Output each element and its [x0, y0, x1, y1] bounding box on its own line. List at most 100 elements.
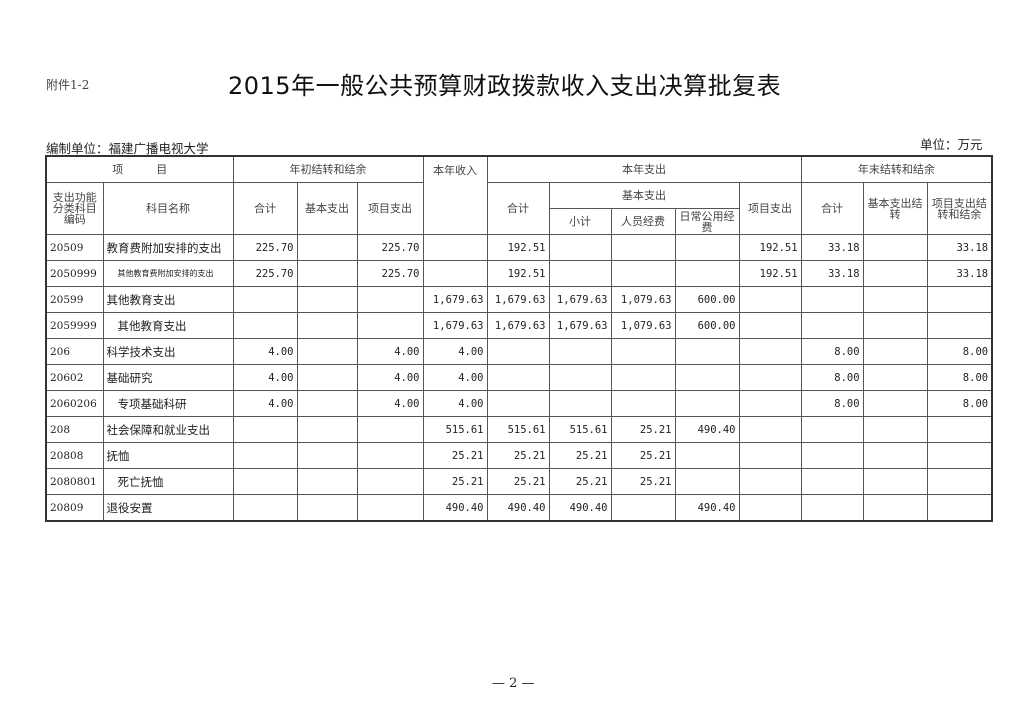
cell-name: 科学技术支出: [102, 338, 234, 365]
cell-value: [356, 442, 424, 469]
cell-value: [862, 468, 928, 495]
cell-value: [356, 286, 424, 313]
cell-value: [486, 338, 550, 365]
cell-value: 4.00: [356, 338, 424, 365]
header-personnel: 人员经费: [610, 208, 676, 235]
cell-value: [800, 494, 864, 522]
cell-value: 515.61: [422, 416, 488, 443]
cell-value: 8.00: [800, 338, 864, 365]
cell-value: 1,679.63: [486, 312, 550, 339]
table-row: 20599 其他教育支出 1,679.63 1,679.63 1,679.63 1,079…: [45, 286, 993, 313]
cell-value: 8.00: [800, 390, 864, 417]
cell-value: 4.00: [232, 364, 298, 391]
cell-value: [232, 442, 298, 469]
cell-value: [862, 260, 928, 287]
cell-value: 8.00: [926, 390, 993, 417]
cell-value: [674, 442, 740, 469]
cell-value: [296, 494, 358, 522]
cell-value: 33.18: [926, 260, 993, 287]
cell-value: 1,079.63: [610, 312, 676, 339]
cell-value: [862, 442, 928, 469]
cell-value: 8.00: [800, 364, 864, 391]
cell-value: 1,679.63: [422, 312, 488, 339]
cell-code: 20602: [45, 364, 104, 391]
table-row: 20808 抚恤 25.21 25.21 25.21 25.21: [45, 442, 993, 469]
cell-value: 1,079.63: [610, 286, 676, 313]
cell-value: 4.00: [356, 364, 424, 391]
cell-value: 1,679.63: [422, 286, 488, 313]
cell-value: [422, 234, 488, 261]
header-expense-basic: 基本支出: [548, 182, 740, 209]
cell-value: [610, 390, 676, 417]
cell-value: 4.00: [232, 338, 298, 365]
cell-value: [232, 468, 298, 495]
cell-value: [738, 286, 802, 313]
cell-value: 4.00: [232, 390, 298, 417]
cell-code: 2080801: [45, 468, 104, 495]
cell-value: [232, 494, 298, 522]
cell-value: [800, 442, 864, 469]
page-number: — 2 —: [492, 676, 535, 691]
cell-value: 25.21: [610, 442, 676, 469]
cell-value: [486, 364, 550, 391]
budget-table: 项 目年初结转和结余 本年收入 本年支出 年末结转和结余 支出功能分类科目编码 科目名称…: [45, 155, 994, 522]
cell-name: 其他教育支出: [102, 286, 234, 313]
header-opening-total: 合计: [232, 182, 298, 235]
table-row: 2060206 专项基础科研 4.00 4.00 4.00 8.00 8.00: [45, 390, 993, 417]
cell-name: 抚恤: [102, 442, 234, 469]
cell-value: [486, 390, 550, 417]
cell-value: [862, 338, 928, 365]
cell-value: [610, 260, 676, 287]
cell-code: 2059999: [45, 312, 104, 339]
cell-value: [926, 494, 993, 522]
table-row: 208 社会保障和就业支出 515.61 515.61 515.61 25.21 490.4…: [45, 416, 993, 443]
cell-name: 专项基础科研: [102, 390, 234, 417]
header-closing: 年末结转和结余: [800, 155, 993, 183]
cell-value: [296, 286, 358, 313]
cell-value: 33.18: [926, 234, 993, 261]
header-closing-basic: 基本支出结转: [862, 182, 928, 235]
cell-value: [548, 234, 612, 261]
cell-value: 600.00: [674, 286, 740, 313]
cell-value: 192.51: [738, 234, 802, 261]
header-subtotal: 小计: [548, 208, 612, 235]
header-opening-basic: 基本支出: [296, 182, 358, 235]
cell-value: [738, 468, 802, 495]
cell-value: [800, 468, 864, 495]
cell-value: 515.61: [486, 416, 550, 443]
cell-value: [674, 390, 740, 417]
cell-value: 490.40: [422, 494, 488, 522]
cell-value: [296, 364, 358, 391]
cell-value: 490.40: [548, 494, 612, 522]
cell-value: [356, 416, 424, 443]
cell-name: 社会保障和就业支出: [102, 416, 234, 443]
cell-value: 25.21: [610, 416, 676, 443]
cell-value: [862, 312, 928, 339]
cell-value: [926, 312, 993, 339]
table-row: 20809 退役安置 490.40 490.40 490.40 490.40: [45, 494, 993, 522]
cell-value: 33.18: [800, 234, 864, 261]
cell-value: 225.70: [232, 260, 298, 287]
cell-name: 退役安置: [102, 494, 234, 522]
cell-value: [862, 286, 928, 313]
cell-value: [674, 338, 740, 365]
table-row: 2080801 死亡抚恤 25.21 25.21 25.21 25.21: [45, 468, 993, 495]
header-code: 支出功能分类科目编码: [45, 182, 104, 235]
cell-value: [296, 468, 358, 495]
cell-value: [296, 416, 358, 443]
cell-value: [674, 364, 740, 391]
cell-value: 192.51: [486, 234, 550, 261]
cell-value: [610, 338, 676, 365]
cell-value: 4.00: [422, 364, 488, 391]
table-row: 2050999 其他教育费附加安排的支出 225.70 225.70 192.51 192…: [45, 260, 993, 287]
cell-value: 515.61: [548, 416, 612, 443]
cell-value: 1,679.63: [548, 312, 612, 339]
cell-value: 33.18: [800, 260, 864, 287]
cell-value: 25.21: [486, 468, 550, 495]
cell-value: [296, 312, 358, 339]
cell-value: [548, 260, 612, 287]
cell-value: [862, 234, 928, 261]
cell-value: [548, 338, 612, 365]
cell-value: 4.00: [422, 338, 488, 365]
cell-value: [674, 260, 740, 287]
